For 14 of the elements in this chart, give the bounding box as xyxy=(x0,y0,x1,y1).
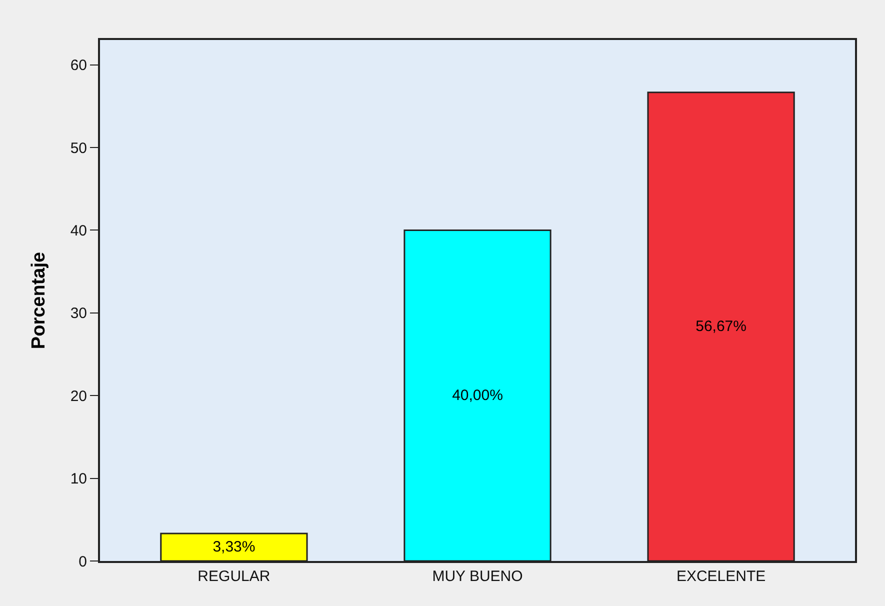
y-tick-label: 30 xyxy=(70,305,87,322)
y-tick-label: 0 xyxy=(78,553,87,570)
y-tick-label: 60 xyxy=(70,57,87,74)
x-tick-label: EXCELENTE xyxy=(676,568,766,585)
y-axis-title: Porcentaje xyxy=(28,252,50,350)
y-tick-label: 10 xyxy=(70,470,87,488)
data-label: 56,67% xyxy=(696,318,746,336)
x-tick-label: MUY BUENO xyxy=(432,568,523,585)
y-tick-label: 20 xyxy=(70,388,87,405)
x-tick-label: REGULAR xyxy=(198,568,270,585)
data-label: 3,33% xyxy=(212,538,256,556)
data-label: 40,00% xyxy=(452,387,503,404)
y-tick-label: 50 xyxy=(70,140,87,157)
y-tick-label: 40 xyxy=(70,222,87,240)
